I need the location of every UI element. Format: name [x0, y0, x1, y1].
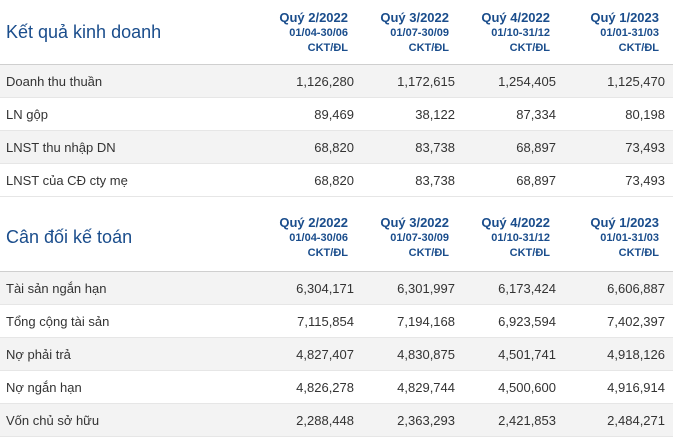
- cell-value: 73,493: [625, 172, 665, 188]
- period-unit: CKT/ĐL: [408, 246, 449, 259]
- cell-value: 7,402,397: [607, 313, 665, 329]
- cell-value: 6,301,997: [397, 280, 455, 296]
- cell-value: 2,484,271: [607, 412, 665, 428]
- cell-value: 83,738: [415, 139, 455, 155]
- period-header[interactable]: Quý 4/2022 01/10-31/12 CKT/ĐL: [463, 203, 564, 271]
- period-unit: CKT/ĐL: [307, 41, 348, 54]
- row-label[interactable]: Doanh thu thuần: [6, 73, 103, 89]
- cell-value: 73,493: [625, 139, 665, 155]
- table-row: Vốn chủ sở hữu 2,288,448 2,363,293 2,421…: [0, 404, 673, 437]
- period-unit: CKT/ĐL: [408, 41, 449, 54]
- period-dates: 01/04-30/06: [289, 231, 348, 244]
- cell-value: 4,501,741: [498, 346, 556, 362]
- cell-value: 6,173,424: [498, 280, 556, 296]
- balance-sheet-section: Cân đối kế toán Quý 2/2022 01/04-30/06 C…: [0, 203, 673, 443]
- cell-value: 4,500,600: [498, 379, 556, 395]
- period-quarter: Quý 3/2022: [380, 9, 449, 25]
- table-row: Tài sản ngắn hạn 6,304,171 6,301,997 6,1…: [0, 272, 673, 305]
- row-label[interactable]: LNST của CĐ cty mẹ: [6, 172, 128, 188]
- cell-value: 6,606,887: [607, 280, 665, 296]
- period-header[interactable]: Quý 4/2022 01/10-31/12 CKT/ĐL: [463, 0, 564, 64]
- period-dates: 01/07-30/09: [390, 231, 449, 244]
- period-header[interactable]: Quý 2/2022 01/04-30/06 CKT/ĐL: [256, 0, 362, 64]
- period-dates: 01/07-30/09: [390, 26, 449, 39]
- cell-value: 2,288,448: [296, 412, 354, 428]
- period-unit: CKT/ĐL: [618, 246, 659, 259]
- cell-value: 87,334: [516, 106, 556, 122]
- cell-value: 68,820: [314, 139, 354, 155]
- cell-value: 2,421,853: [498, 412, 556, 428]
- period-unit: CKT/ĐL: [307, 246, 348, 259]
- cell-value: 89,469: [314, 106, 354, 122]
- cell-value: 4,827,407: [296, 346, 354, 362]
- table-row: Tổng cộng tài sản 7,115,854 7,194,168 6,…: [0, 305, 673, 338]
- cell-value: 68,897: [516, 139, 556, 155]
- cell-value: 38,122: [415, 106, 455, 122]
- row-label[interactable]: Vốn chủ sở hữu: [6, 412, 100, 428]
- period-quarter: Quý 3/2022: [380, 214, 449, 230]
- cell-value: 1,126,280: [296, 73, 354, 89]
- table-row: Nợ ngắn hạn 4,826,278 4,829,744 4,500,60…: [0, 371, 673, 404]
- period-dates: 01/01-31/03: [600, 231, 659, 244]
- period-dates: 01/01-31/03: [600, 26, 659, 39]
- period-header[interactable]: Quý 3/2022 01/07-30/09 CKT/ĐL: [362, 0, 463, 64]
- cell-value: 1,172,615: [397, 73, 455, 89]
- period-quarter: Quý 4/2022: [481, 214, 550, 230]
- table-row: LNST thu nhập DN 68,820 83,738 68,897 73…: [0, 131, 673, 164]
- cell-value: 7,194,168: [397, 313, 455, 329]
- period-quarter: Quý 1/2023: [590, 9, 659, 25]
- cell-value: 4,830,875: [397, 346, 455, 362]
- row-label[interactable]: Tài sản ngắn hạn: [6, 280, 107, 296]
- cell-value: 80,198: [625, 106, 665, 122]
- row-label[interactable]: Nợ phải trả: [6, 346, 71, 362]
- period-header[interactable]: Quý 1/2023 01/01-31/03 CKT/ĐL: [564, 0, 673, 64]
- cell-value: 2,363,293: [397, 412, 455, 428]
- business-results-section: Kết quả kinh doanh Quý 2/2022 01/04-30/0…: [0, 0, 673, 197]
- row-label[interactable]: Tổng cộng tài sản: [6, 313, 110, 329]
- period-unit: CKT/ĐL: [509, 246, 550, 259]
- cell-value: 6,304,171: [296, 280, 354, 296]
- table-row: LNST của CĐ cty mẹ 68,820 83,738 68,897 …: [0, 164, 673, 197]
- cell-value: 83,738: [415, 172, 455, 188]
- cell-value: 6,923,594: [498, 313, 556, 329]
- cell-value: 1,125,470: [607, 73, 665, 89]
- table-row: Nợ phải trả 4,827,407 4,830,875 4,501,74…: [0, 338, 673, 371]
- period-quarter: Quý 2/2022: [279, 9, 348, 25]
- period-unit: CKT/ĐL: [618, 41, 659, 54]
- period-header[interactable]: Quý 3/2022 01/07-30/09 CKT/ĐL: [362, 203, 463, 271]
- period-quarter: Quý 1/2023: [590, 214, 659, 230]
- period-header[interactable]: Quý 1/2023 01/01-31/03 CKT/ĐL: [564, 203, 673, 271]
- period-header[interactable]: Quý 2/2022 01/04-30/06 CKT/ĐL: [256, 203, 362, 271]
- cell-value: 7,115,854: [297, 313, 354, 329]
- period-dates: 01/04-30/06: [289, 26, 348, 39]
- balance-sheet-header: Cân đối kế toán Quý 2/2022 01/04-30/06 C…: [0, 203, 673, 272]
- balance-sheet-title: Cân đối kế toán: [6, 226, 133, 247]
- cell-value: 4,916,914: [607, 379, 665, 395]
- row-label[interactable]: Nợ ngắn hạn: [6, 379, 82, 395]
- table-row: LN gộp 89,469 38,122 87,334 80,198: [0, 98, 673, 131]
- cell-value: 1,254,405: [498, 73, 556, 89]
- period-unit: CKT/ĐL: [509, 41, 550, 54]
- cell-value: 4,918,126: [607, 346, 665, 362]
- cell-value: 68,897: [516, 172, 556, 188]
- period-dates: 01/10-31/12: [491, 26, 550, 39]
- period-quarter: Quý 2/2022: [279, 214, 348, 230]
- row-label[interactable]: LNST thu nhập DN: [6, 139, 116, 155]
- business-results-header: Kết quả kinh doanh Quý 2/2022 01/04-30/0…: [0, 0, 673, 65]
- cell-value: 68,820: [314, 172, 354, 188]
- table-row: Doanh thu thuần 1,126,280 1,172,615 1,25…: [0, 65, 673, 98]
- business-results-title: Kết quả kinh doanh: [6, 21, 162, 42]
- row-label[interactable]: LN gộp: [6, 106, 48, 122]
- cell-value: 4,826,278: [296, 379, 354, 395]
- period-quarter: Quý 4/2022: [481, 9, 550, 25]
- period-dates: 01/10-31/12: [491, 231, 550, 244]
- cell-value: 4,829,744: [397, 379, 455, 395]
